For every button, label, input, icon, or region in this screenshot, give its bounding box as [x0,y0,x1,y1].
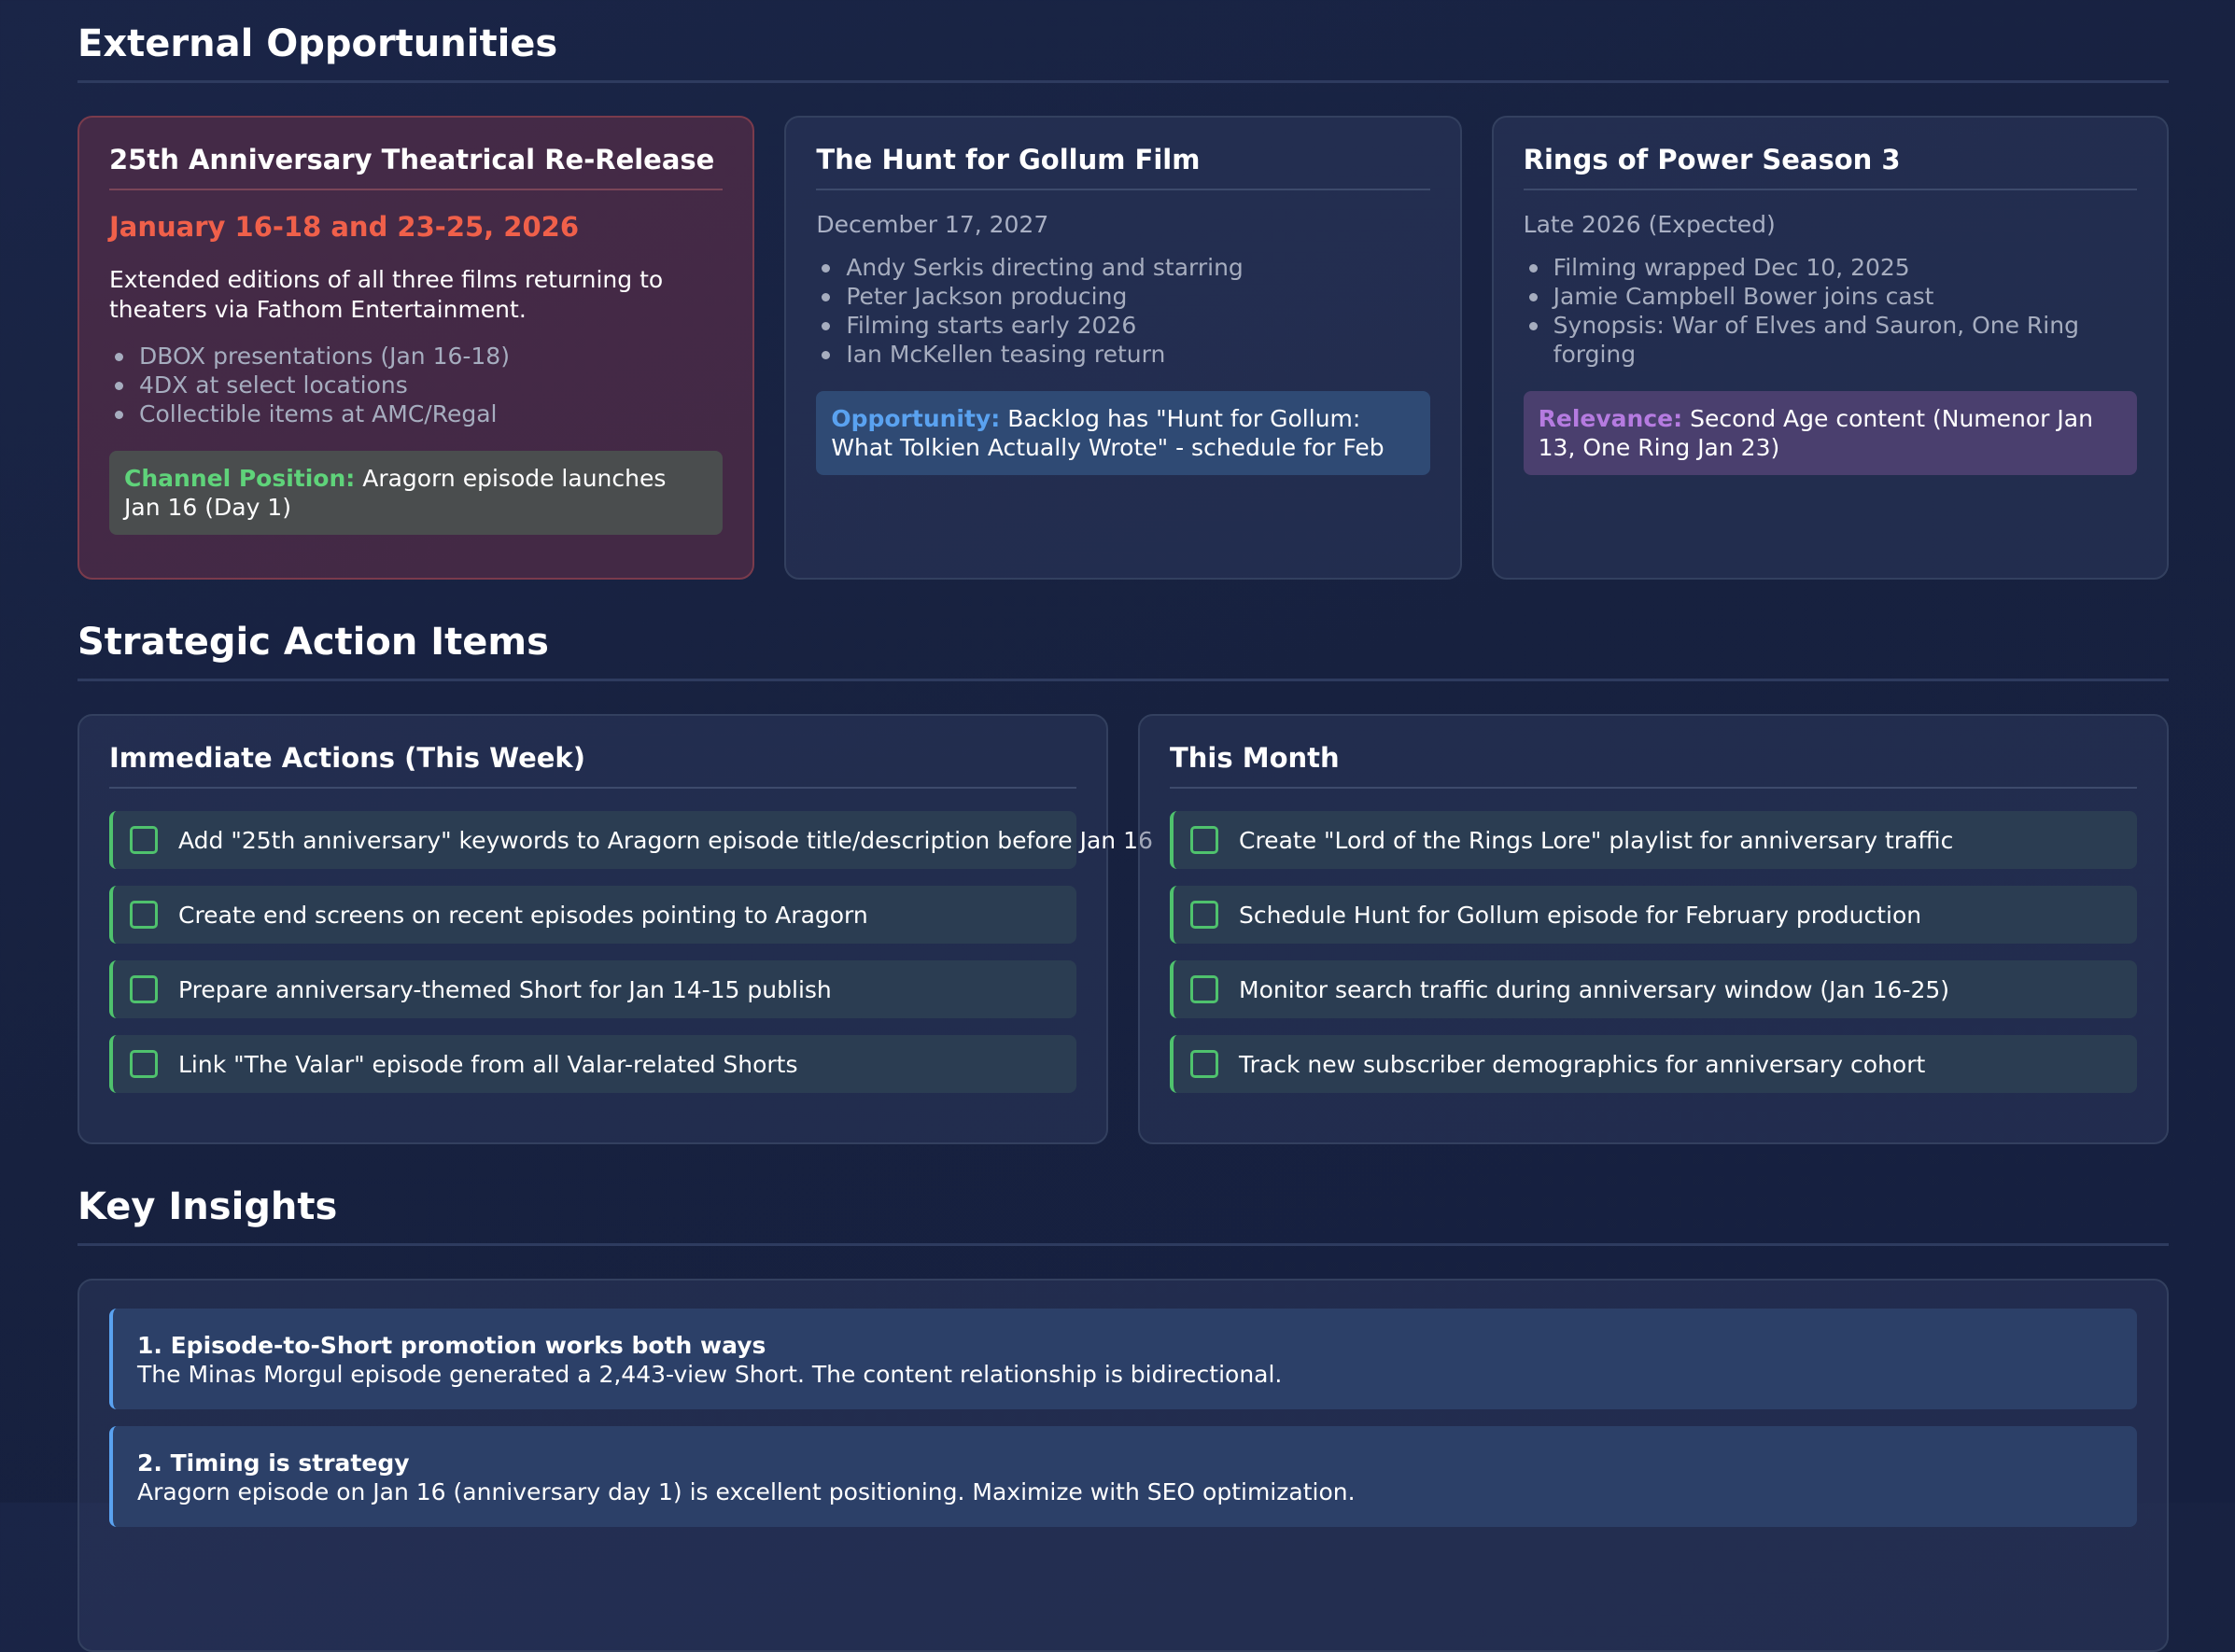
opportunity-card-gollum: The Hunt for Gollum Film December 17, 20… [784,116,1462,580]
section-title: Strategic Action Items [77,621,2169,681]
event-date: December 17, 2027 [816,211,1049,238]
task-item[interactable]: Create "Lord of the Rings Lore" playlist… [1170,811,2137,869]
task-checkbox[interactable] [1190,826,1218,854]
task-checkbox[interactable] [1190,1050,1218,1078]
insight-item: 2. Timing is strategy Aragorn episode on… [109,1426,2137,1527]
card-title: This Month [1170,742,2137,789]
bullet-list: Filming wrapped Dec 10, 2025 Jamie Campb… [1524,253,2137,369]
opportunity-grid: 25th Anniversary Theatrical Re-Release J… [77,116,2169,580]
opportunity-card-anniversary: 25th Anniversary Theatrical Re-Release J… [77,116,755,580]
bullet-list: DBOX presentations (Jan 16-18) 4DX at se… [109,342,723,428]
task-item[interactable]: Prepare anniversary-themed Short for Jan… [109,960,1076,1018]
task-text: Monitor search traffic during anniversar… [1239,975,1950,1003]
bullet-item: Collectible items at AMC/Regal [109,399,723,428]
task-checkbox[interactable] [130,826,158,854]
callout-text: Backlog has "Hunt for Gollum: What Tolki… [831,405,1385,461]
action-grid: Immediate Actions (This Week) Add "25th … [77,714,2169,1144]
bullet-item: Andy Serkis directing and starring [816,253,1429,282]
relevance-callout: Relevance: Second Age content (Numenor J… [1523,391,2137,475]
card-description: Extended editions of all three films ret… [109,266,664,323]
callout-label: Relevance: [1538,405,1683,432]
insight-item: 1. Episode-to-Short promotion works both… [109,1309,2137,1409]
task-text: Link "The Valar" episode from all Valar-… [178,1050,798,1078]
task-item[interactable]: Schedule Hunt for Gollum episode for Feb… [1170,886,2137,944]
bullet-item: 4DX at select locations [109,371,723,399]
task-checkbox[interactable] [130,901,158,929]
task-item[interactable]: Link "The Valar" episode from all Valar-… [109,1035,1076,1093]
insight-body: Aragorn episode on Jan 16 (anniversary d… [137,1478,1356,1505]
card-title: Rings of Power Season 3 [1523,144,2137,190]
card-title: Immediate Actions (This Week) [109,742,1076,789]
task-checkbox[interactable] [1190,975,1218,1003]
bullet-item: Peter Jackson producing [816,282,1429,311]
opportunity-card-rings-of-power: Rings of Power Season 3 Late 2026 (Expec… [1491,116,2169,580]
key-insights-section: Key Insights 1. Episode-to-Short promoti… [77,1185,2169,1652]
task-text: Prepare anniversary-themed Short for Jan… [178,975,832,1003]
insight-title: 2. Timing is strategy [137,1449,410,1477]
bullet-item: DBOX presentations (Jan 16-18) [109,342,723,371]
insight-title: 1. Episode-to-Short promotion works both… [137,1332,766,1359]
bullet-item: Ian McKellen teasing return [816,340,1429,369]
task-item[interactable]: Create end screens on recent episodes po… [109,886,1076,944]
opportunity-callout: Opportunity: Backlog has "Hunt for Gollu… [816,391,1430,475]
strategic-action-items-section: Strategic Action Items Immediate Actions… [77,621,2169,1144]
event-date: Late 2026 (Expected) [1523,211,1776,238]
immediate-actions-card: Immediate Actions (This Week) Add "25th … [77,714,1153,1144]
this-month-card: This Month Create "Lord of the Rings Lor… [1138,714,2169,1144]
insight-body: The Minas Morgul episode generated a 2,4… [137,1361,1283,1388]
task-item[interactable]: Add "25th anniversary" keywords to Arago… [109,811,1153,869]
task-item[interactable]: Monitor search traffic during anniversar… [1170,960,2137,1018]
bullet-list: Andy Serkis directing and starring Peter… [816,253,1429,369]
callout-text: Second Age content (Numenor Jan 13, One … [1538,405,2093,461]
callout-text: Aragorn episode launches Jan 16 (Day 1) [124,465,667,521]
task-checkbox[interactable] [130,975,158,1003]
task-text: Schedule Hunt for Gollum episode for Feb… [1239,901,1922,929]
task-text: Track new subscriber demographics for an… [1239,1050,1926,1078]
task-item[interactable]: Track new subscriber demographics for an… [1170,1035,2137,1093]
bullet-item: Jamie Campbell Bower joins cast [1524,282,2137,311]
task-checkbox[interactable] [1190,901,1218,929]
card-title: 25th Anniversary Theatrical Re-Release [109,144,724,190]
section-title: External Opportunities [77,22,2169,83]
task-text: Add "25th anniversary" keywords to Arago… [178,826,1153,854]
event-date: January 16-18 and 23-25, 2026 [109,211,580,243]
card-title: The Hunt for Gollum Film [816,144,1430,190]
channel-position-callout: Channel Position: Aragorn episode launch… [109,451,724,535]
section-title: Key Insights [77,1185,2169,1246]
task-checkbox[interactable] [130,1050,158,1078]
external-opportunities-section: External Opportunities 25th Anniversary … [77,22,2169,580]
callout-label: Opportunity: [831,405,1001,432]
bullet-item: Synopsis: War of Elves and Sauron, One R… [1524,311,2137,369]
task-text: Create end screens on recent episodes po… [178,901,868,929]
task-text: Create "Lord of the Rings Lore" playlist… [1239,826,1954,854]
bullet-item: Filming wrapped Dec 10, 2025 [1524,253,2137,282]
callout-label: Channel Position: [124,465,356,492]
bullet-item: Filming starts early 2026 [816,311,1429,340]
insights-card: 1. Episode-to-Short promotion works both… [77,1279,2169,1652]
